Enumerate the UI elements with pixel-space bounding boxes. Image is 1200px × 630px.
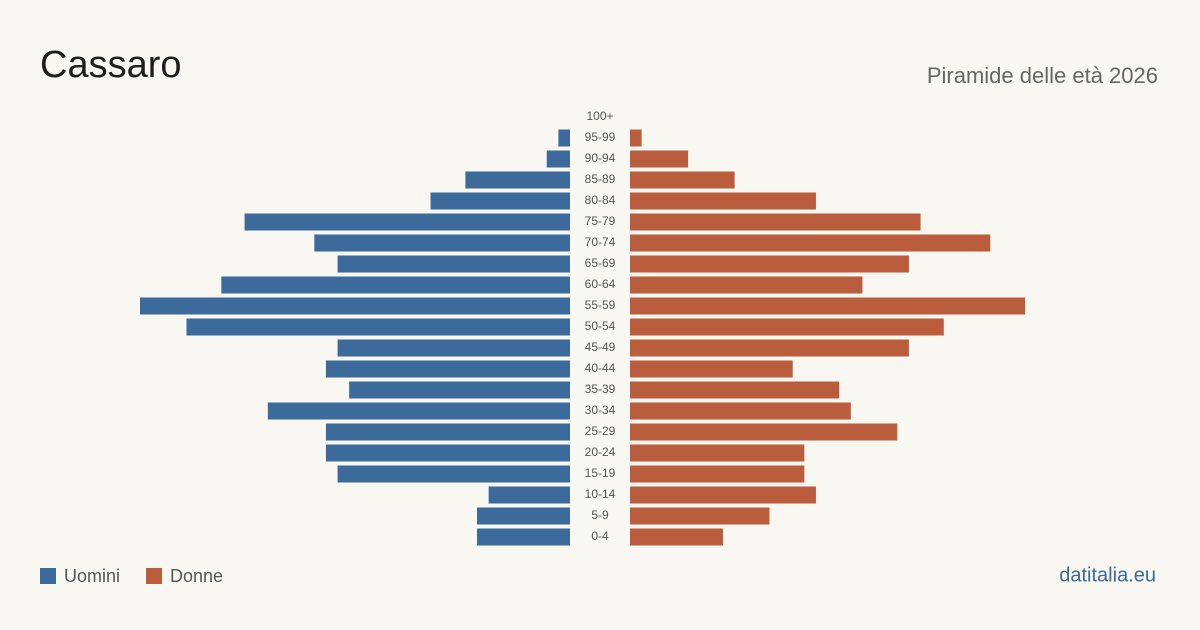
bar <box>465 171 570 189</box>
age-label: 75-79 <box>585 214 616 228</box>
bar <box>244 213 570 231</box>
bar <box>337 255 570 273</box>
bar <box>558 129 570 147</box>
bar <box>630 339 909 357</box>
age-label: 10-14 <box>585 487 616 501</box>
chart-title: Cassaro <box>40 44 182 86</box>
age-label: 100+ <box>586 109 613 123</box>
bar <box>314 234 570 252</box>
age-label: 35-39 <box>585 382 616 396</box>
age-label: 45-49 <box>585 340 616 354</box>
bar <box>337 339 570 357</box>
legend-swatch <box>40 568 56 584</box>
age-label: 60-64 <box>585 277 616 291</box>
bar <box>488 486 570 504</box>
chart-subtitle: Piramide delle età 2026 <box>927 63 1158 88</box>
bar <box>630 402 851 420</box>
bar <box>349 381 570 399</box>
age-label: 70-74 <box>585 235 616 249</box>
bar <box>630 297 1026 315</box>
age-label: 90-94 <box>585 151 616 165</box>
bar <box>630 465 805 483</box>
bar <box>630 129 642 147</box>
age-label: 55-59 <box>585 298 616 312</box>
age-label: 95-99 <box>585 130 616 144</box>
bar <box>630 276 863 294</box>
bar <box>630 234 991 252</box>
bar <box>140 297 570 315</box>
bar <box>630 213 921 231</box>
bar <box>630 360 793 378</box>
legend-swatch <box>146 568 163 584</box>
bar <box>221 276 570 294</box>
bar <box>630 528 723 546</box>
age-label: 80-84 <box>585 193 616 207</box>
bar <box>430 192 570 210</box>
age-label: 20-24 <box>585 445 616 459</box>
bar <box>630 171 735 189</box>
bar <box>325 360 570 378</box>
bar <box>630 255 909 273</box>
bar <box>630 507 770 525</box>
bar <box>630 444 805 462</box>
bar <box>186 318 570 336</box>
age-label: 0-4 <box>591 529 609 543</box>
age-label: 15-19 <box>585 466 616 480</box>
bar <box>630 192 816 210</box>
age-label: 40-44 <box>585 361 616 375</box>
age-label: 5-9 <box>591 508 609 522</box>
age-label: 25-29 <box>585 424 616 438</box>
source: datitalia.eu <box>1059 564 1156 586</box>
bar <box>630 486 816 504</box>
legend-label: Uomini <box>64 566 120 586</box>
bar <box>630 381 840 399</box>
bar <box>477 528 570 546</box>
bar <box>630 318 944 336</box>
bar <box>630 150 689 168</box>
bar <box>325 444 570 462</box>
bar <box>267 402 570 420</box>
age-label: 85-89 <box>585 172 616 186</box>
age-label: 50-54 <box>585 319 616 333</box>
legend-label: Donne <box>170 566 223 586</box>
age-label: 30-34 <box>585 403 616 417</box>
bar <box>325 423 570 441</box>
age-label: 65-69 <box>585 256 616 270</box>
bar <box>630 423 898 441</box>
bar <box>337 465 570 483</box>
bar <box>477 507 570 525</box>
bar <box>546 150 570 168</box>
